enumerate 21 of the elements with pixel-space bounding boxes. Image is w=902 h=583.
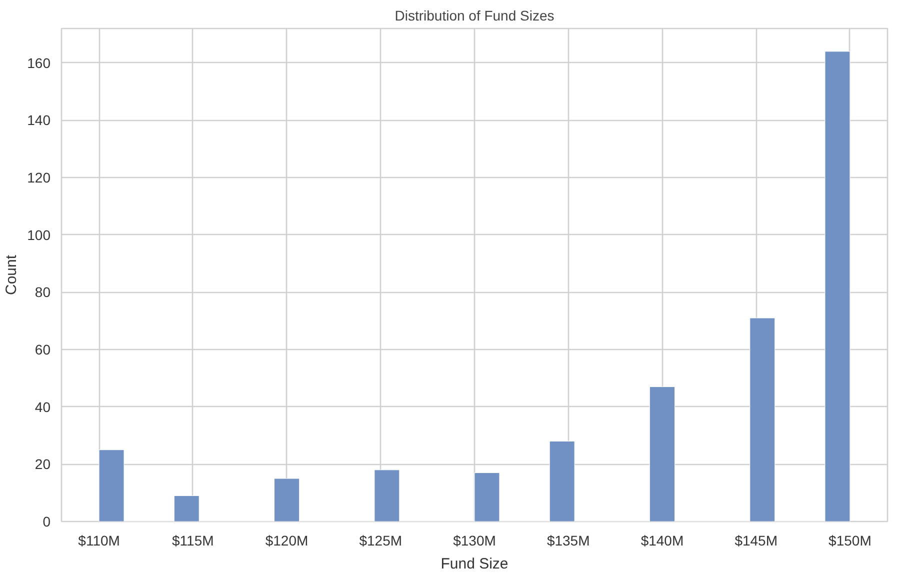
x-axis-title: Fund Size bbox=[440, 556, 508, 572]
y-tick-label: 80 bbox=[34, 284, 51, 300]
x-tick-label: $145M bbox=[734, 532, 778, 548]
x-tick-label: $150M bbox=[828, 532, 872, 548]
y-tick-label: 100 bbox=[27, 226, 51, 243]
y-tick-label: 160 bbox=[27, 54, 51, 71]
x-tick-label: $115M bbox=[172, 532, 214, 548]
y-tick-label: 20 bbox=[34, 456, 51, 472]
x-tick-label: $135M bbox=[546, 532, 590, 548]
x-tick-label: $140M bbox=[640, 532, 684, 548]
y-tick-label: 120 bbox=[27, 170, 51, 186]
chart-title: Distribution of Fund Sizes bbox=[394, 8, 554, 24]
y-tick-label: 60 bbox=[34, 342, 51, 358]
x-tick-label: $120M bbox=[265, 532, 308, 548]
y-tick-label: 0 bbox=[42, 514, 51, 530]
x-tick-label: $125M bbox=[359, 532, 402, 548]
y-tick-label: 140 bbox=[27, 112, 51, 128]
y-axis-title: Count bbox=[3, 254, 20, 296]
y-tick-label: 40 bbox=[34, 398, 51, 415]
x-tick-label: $110M bbox=[78, 532, 120, 548]
x-tick-label: $130M bbox=[453, 532, 496, 548]
